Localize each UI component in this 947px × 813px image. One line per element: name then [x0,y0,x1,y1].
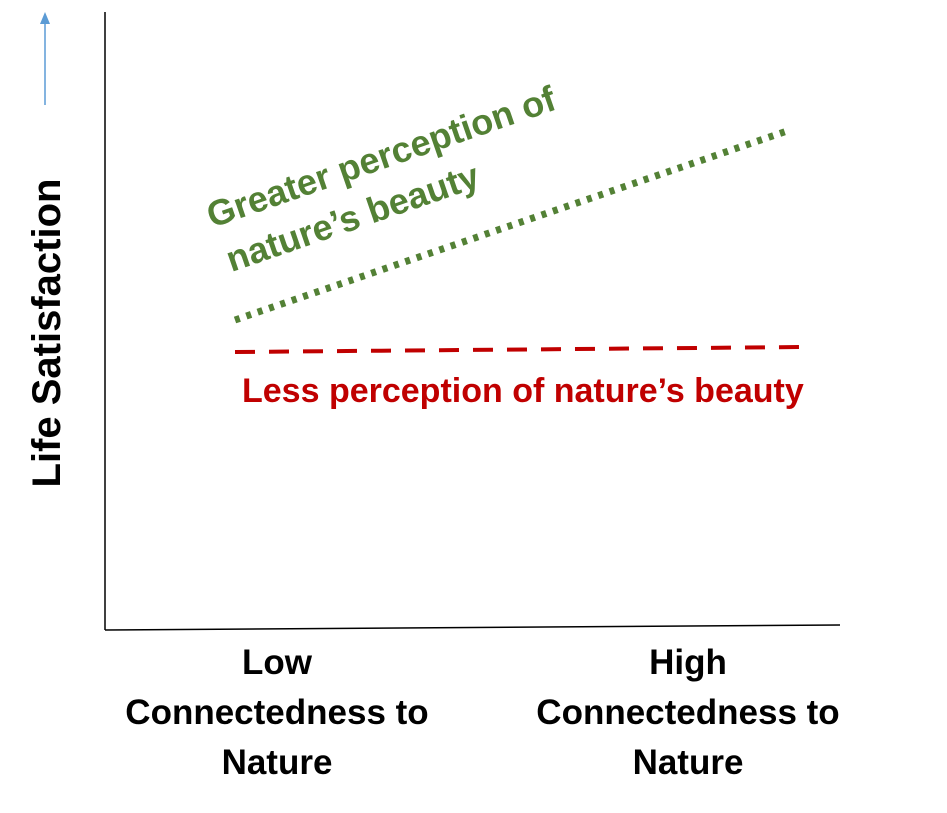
x-label: Low [242,643,313,682]
low-perception-line [234,345,806,354]
arrow-head [40,12,50,24]
x-axis [104,624,841,631]
x-label: Connectedness to [536,693,839,732]
greater-label: Greater perception of nature’s beauty [201,77,561,279]
y-axis-label: Life Satisfaction [25,179,69,488]
x-label: Nature [633,743,744,782]
less-label: Less perception of nature’s beauty [242,372,804,410]
x-label: Connectedness to [125,693,428,732]
x-label: High [649,643,727,682]
x-label: Nature [222,743,333,782]
high-perception-line [233,126,792,324]
